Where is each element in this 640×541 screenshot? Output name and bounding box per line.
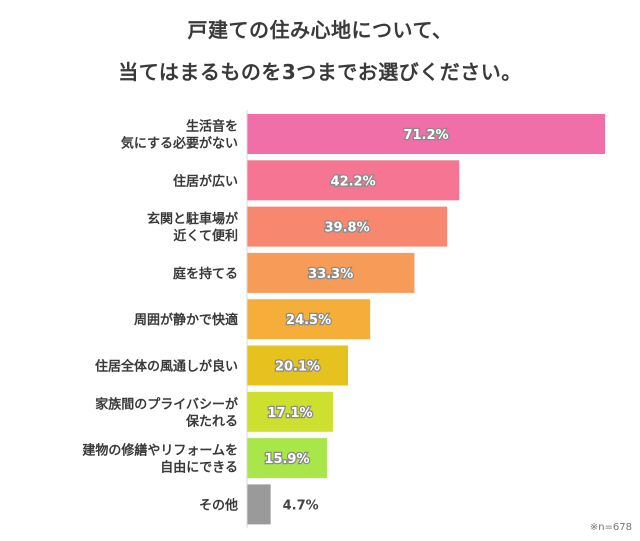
sample-size-note: ※n=678 bbox=[589, 522, 632, 533]
value-label-1: 71.2% bbox=[403, 128, 448, 143]
category-label-4: 庭を持てる bbox=[173, 266, 238, 282]
bar-1 bbox=[247, 114, 605, 154]
category-label-3: 玄関と駐車場が近くて便利 bbox=[147, 211, 238, 244]
bar-3 bbox=[247, 206, 448, 247]
value-label-8: 15.9% bbox=[264, 452, 309, 467]
category-label-line: 住居が広い bbox=[173, 173, 238, 189]
category-label-6: 住居全体の風通しが良い bbox=[95, 359, 238, 375]
value-label-6: 20.1% bbox=[275, 360, 320, 375]
category-label-line: 周囲が静かで快適 bbox=[134, 312, 238, 328]
value-labels: 71.2% 42.2% 39.8% 33.3% 24.5% 20.1% 17.1% 15.9%… bbox=[263, 127, 450, 514]
category-label-line: 生活音を bbox=[186, 119, 238, 135]
category-label-line: 気にする必要がない bbox=[121, 136, 238, 152]
category-label-line: 保たれる bbox=[185, 413, 238, 429]
category-label-8: 建物の修繕やリフォームを自由にできる bbox=[82, 443, 238, 476]
value-label-2: 42.2% bbox=[331, 174, 376, 189]
category-label-line: 玄関と駐車場が bbox=[147, 211, 238, 227]
chart-title-line-2: 当てはまるものを3つまでお選びください。 bbox=[118, 60, 522, 84]
value-label-4: 33.3% bbox=[308, 267, 353, 282]
category-label-1: 生活音を気にする必要がない bbox=[121, 119, 238, 152]
category-label-line: 近くて便利 bbox=[173, 228, 238, 244]
value-label-5: 24.5% bbox=[286, 313, 331, 328]
category-label-line: 自由にできる bbox=[160, 460, 238, 476]
category-label-line: 建物の修繕やリフォームを bbox=[82, 443, 238, 459]
category-label-5: 周囲が静かで快適 bbox=[134, 312, 238, 328]
bar-4 bbox=[247, 252, 415, 293]
bars bbox=[247, 114, 605, 525]
category-label-7: 家族間のプライバシーが保たれる bbox=[95, 396, 238, 429]
bar-7 bbox=[247, 391, 333, 432]
category-labels: 生活音を気にする必要がない住居が広い玄関と駐車場が近くて便利庭を持てる周囲が静か… bbox=[82, 119, 238, 514]
category-label-line: その他 bbox=[199, 497, 238, 513]
category-label-line: 家族間のプライバシーが bbox=[95, 396, 238, 412]
bar-2 bbox=[247, 160, 460, 201]
category-label-9: その他 bbox=[199, 497, 238, 513]
bar-5 bbox=[247, 299, 371, 340]
bar-8 bbox=[247, 438, 327, 479]
category-label-line: 住居全体の風通しが良い bbox=[95, 359, 238, 375]
bar-9 bbox=[247, 484, 271, 525]
bar-6 bbox=[247, 345, 349, 386]
chart-title-line-1: 戸建ての住み心地について、 bbox=[187, 18, 453, 42]
value-label-3: 39.8% bbox=[325, 221, 370, 236]
category-label-2: 住居が広い bbox=[173, 173, 238, 189]
category-label-line: 庭を持てる bbox=[173, 266, 238, 282]
value-label-7: 17.1% bbox=[267, 406, 312, 421]
value-label-9: 4.7% bbox=[283, 498, 319, 513]
